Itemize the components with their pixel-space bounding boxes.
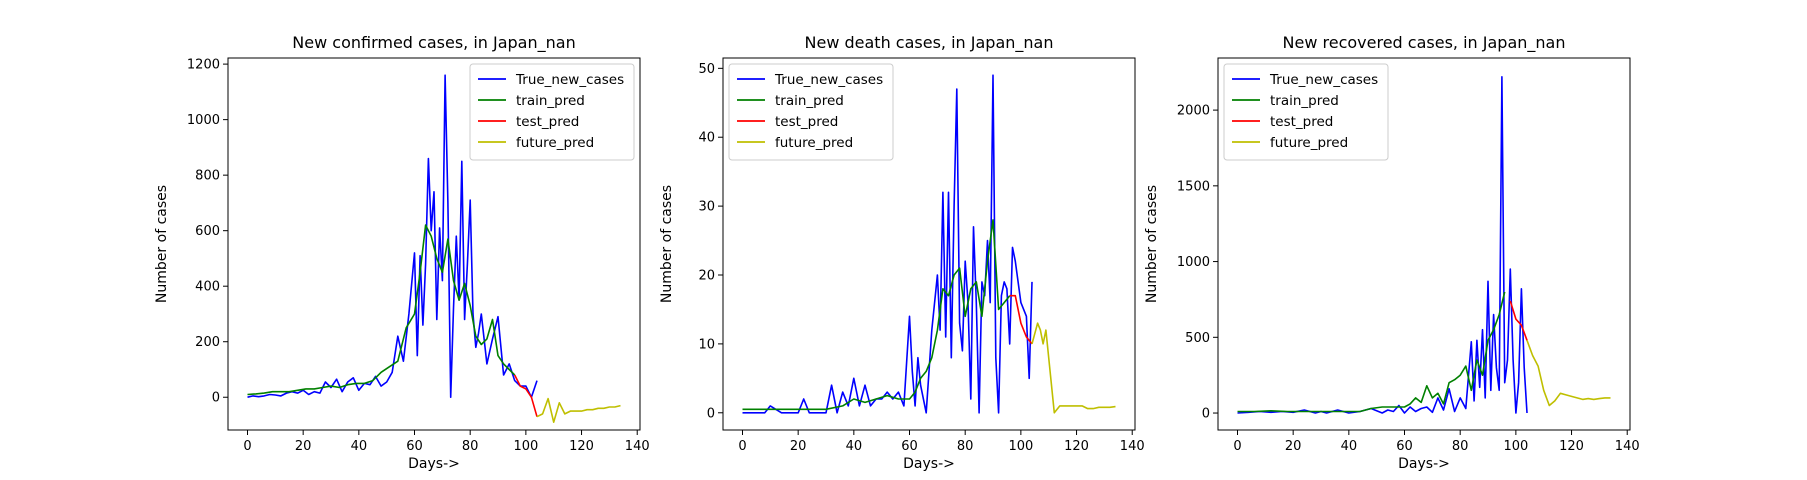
axes-frame: [227, 57, 641, 431]
y-tick-label: 10: [698, 337, 715, 352]
x-tick-label: 20: [295, 439, 312, 454]
y-axis-label: Number of cases: [1144, 185, 1160, 303]
x-tick-label: 100: [513, 439, 538, 454]
y-tick-label: 50: [698, 62, 715, 77]
series-group: [742, 74, 1116, 414]
series-line-future-pred: [1031, 322, 1116, 414]
x-tick-label: 0: [1233, 439, 1241, 454]
series-line-future-pred: [1526, 340, 1611, 407]
x-tick-label: 60: [1396, 439, 1413, 454]
x-tick-label: 120: [1064, 439, 1089, 454]
y-tick-label: 20: [698, 269, 715, 284]
y-tick-label: 30: [698, 200, 715, 215]
y-tick-label: 400: [195, 280, 220, 295]
y-tick-label: 1500: [1177, 179, 1210, 194]
x-tick-label: 100: [1008, 439, 1033, 454]
legend: True_new_cases train_pred test_pred future_…: [469, 63, 635, 161]
x-tick-label: 140: [1120, 439, 1145, 454]
x-tick-label: 80: [1452, 439, 1469, 454]
chart-title: New confirmed cases, in Japan_nan: [292, 33, 575, 53]
x-tick-label: 40: [846, 439, 863, 454]
legend-box: [1223, 63, 1389, 161]
legend-entry-label: True_new_cases: [515, 72, 624, 88]
legend-entry-label: test_pred: [516, 114, 579, 130]
legend-entry-label: train_pred: [775, 93, 844, 109]
series-line-train-pred: [1237, 291, 1506, 413]
x-tick-label: 20: [1285, 439, 1302, 454]
legend-entry-label: test_pred: [775, 114, 838, 130]
legend-entry-label: train_pred: [516, 93, 585, 109]
x-tick-label: 0: [243, 439, 251, 454]
chart-title: New recovered cases, in Japan_nan: [1283, 33, 1566, 53]
x-tick-label: 140: [625, 439, 650, 454]
series-line-test-pred: [513, 374, 538, 417]
x-axis-label: Days->: [903, 456, 955, 472]
y-tick-label: 2000: [1177, 104, 1210, 119]
legend-entry-label: future_pred: [1270, 135, 1348, 151]
series-line-train-pred: [247, 224, 516, 396]
x-tick-label: 40: [351, 439, 368, 454]
legend-box: [469, 63, 635, 161]
series-line-test-pred: [1009, 294, 1033, 345]
x-tick-label: 40: [1341, 439, 1358, 454]
chart-panel-3: 0 20 40 60 80 100 120 140 0 500 1000 1500 2000 New re…: [1144, 33, 1640, 472]
x-tick-label: 80: [957, 439, 974, 454]
y-tick-label: 1200: [187, 58, 220, 73]
y-axis-label: Number of cases: [154, 185, 170, 303]
y-tick-label: 500: [1185, 331, 1210, 346]
series-group: [1237, 76, 1611, 414]
x-tick-label: 140: [1615, 439, 1640, 454]
x-tick-label: 120: [569, 439, 594, 454]
legend-entry-label: train_pred: [1270, 93, 1339, 109]
legend-entry-label: future_pred: [516, 135, 594, 151]
x-tick-label: 20: [790, 439, 807, 454]
chart-title: New death cases, in Japan_nan: [805, 33, 1054, 53]
series-line-test-pred: [1509, 300, 1528, 341]
series-line-true-new-cases: [247, 74, 538, 399]
series-group: [247, 74, 621, 424]
y-tick-label: 0: [707, 406, 715, 421]
x-tick-label: 60: [406, 439, 423, 454]
x-tick-label: 100: [1503, 439, 1528, 454]
series-line-future-pred: [536, 397, 621, 424]
series-line-train-pred: [742, 219, 1011, 411]
x-axis-label: Days->: [1398, 456, 1450, 472]
legend-entry-label: test_pred: [1270, 114, 1333, 130]
x-tick-label: 120: [1559, 439, 1584, 454]
legend-entry-label: True_new_cases: [1269, 72, 1378, 88]
x-tick-label: 80: [462, 439, 479, 454]
y-tick-label: 0: [212, 391, 220, 406]
legend: True_new_cases train_pred test_pred future_…: [1223, 63, 1389, 161]
y-tick-label: 800: [195, 169, 220, 184]
y-tick-label: 600: [195, 224, 220, 239]
axes-frame: [1217, 57, 1631, 431]
series-line-true-new-cases: [742, 74, 1033, 414]
y-tick-label: 1000: [187, 113, 220, 128]
x-axis-label: Days->: [408, 456, 460, 472]
x-tick-label: 60: [901, 439, 918, 454]
chart-panel-2: 0 20 40 60 80 100 120 140 0 10 20 30 40 50 New death c…: [659, 33, 1145, 472]
y-tick-label: 1000: [1177, 255, 1210, 270]
legend-entry-label: future_pred: [775, 135, 853, 151]
y-tick-label: 40: [698, 131, 715, 146]
y-tick-label: 0: [1202, 407, 1210, 422]
legend-entry-label: True_new_cases: [774, 72, 883, 88]
chart-panel-1: 0 20 40 60 80 100 120 140 0 200 400 600 800 1000 1200 N…: [154, 33, 650, 472]
y-axis-label: Number of cases: [659, 185, 675, 303]
legend-box: [728, 63, 894, 161]
legend: True_new_cases train_pred test_pred future_…: [728, 63, 894, 161]
y-tick-label: 200: [195, 335, 220, 350]
x-tick-label: 0: [738, 439, 746, 454]
axes-frame: [722, 57, 1136, 431]
